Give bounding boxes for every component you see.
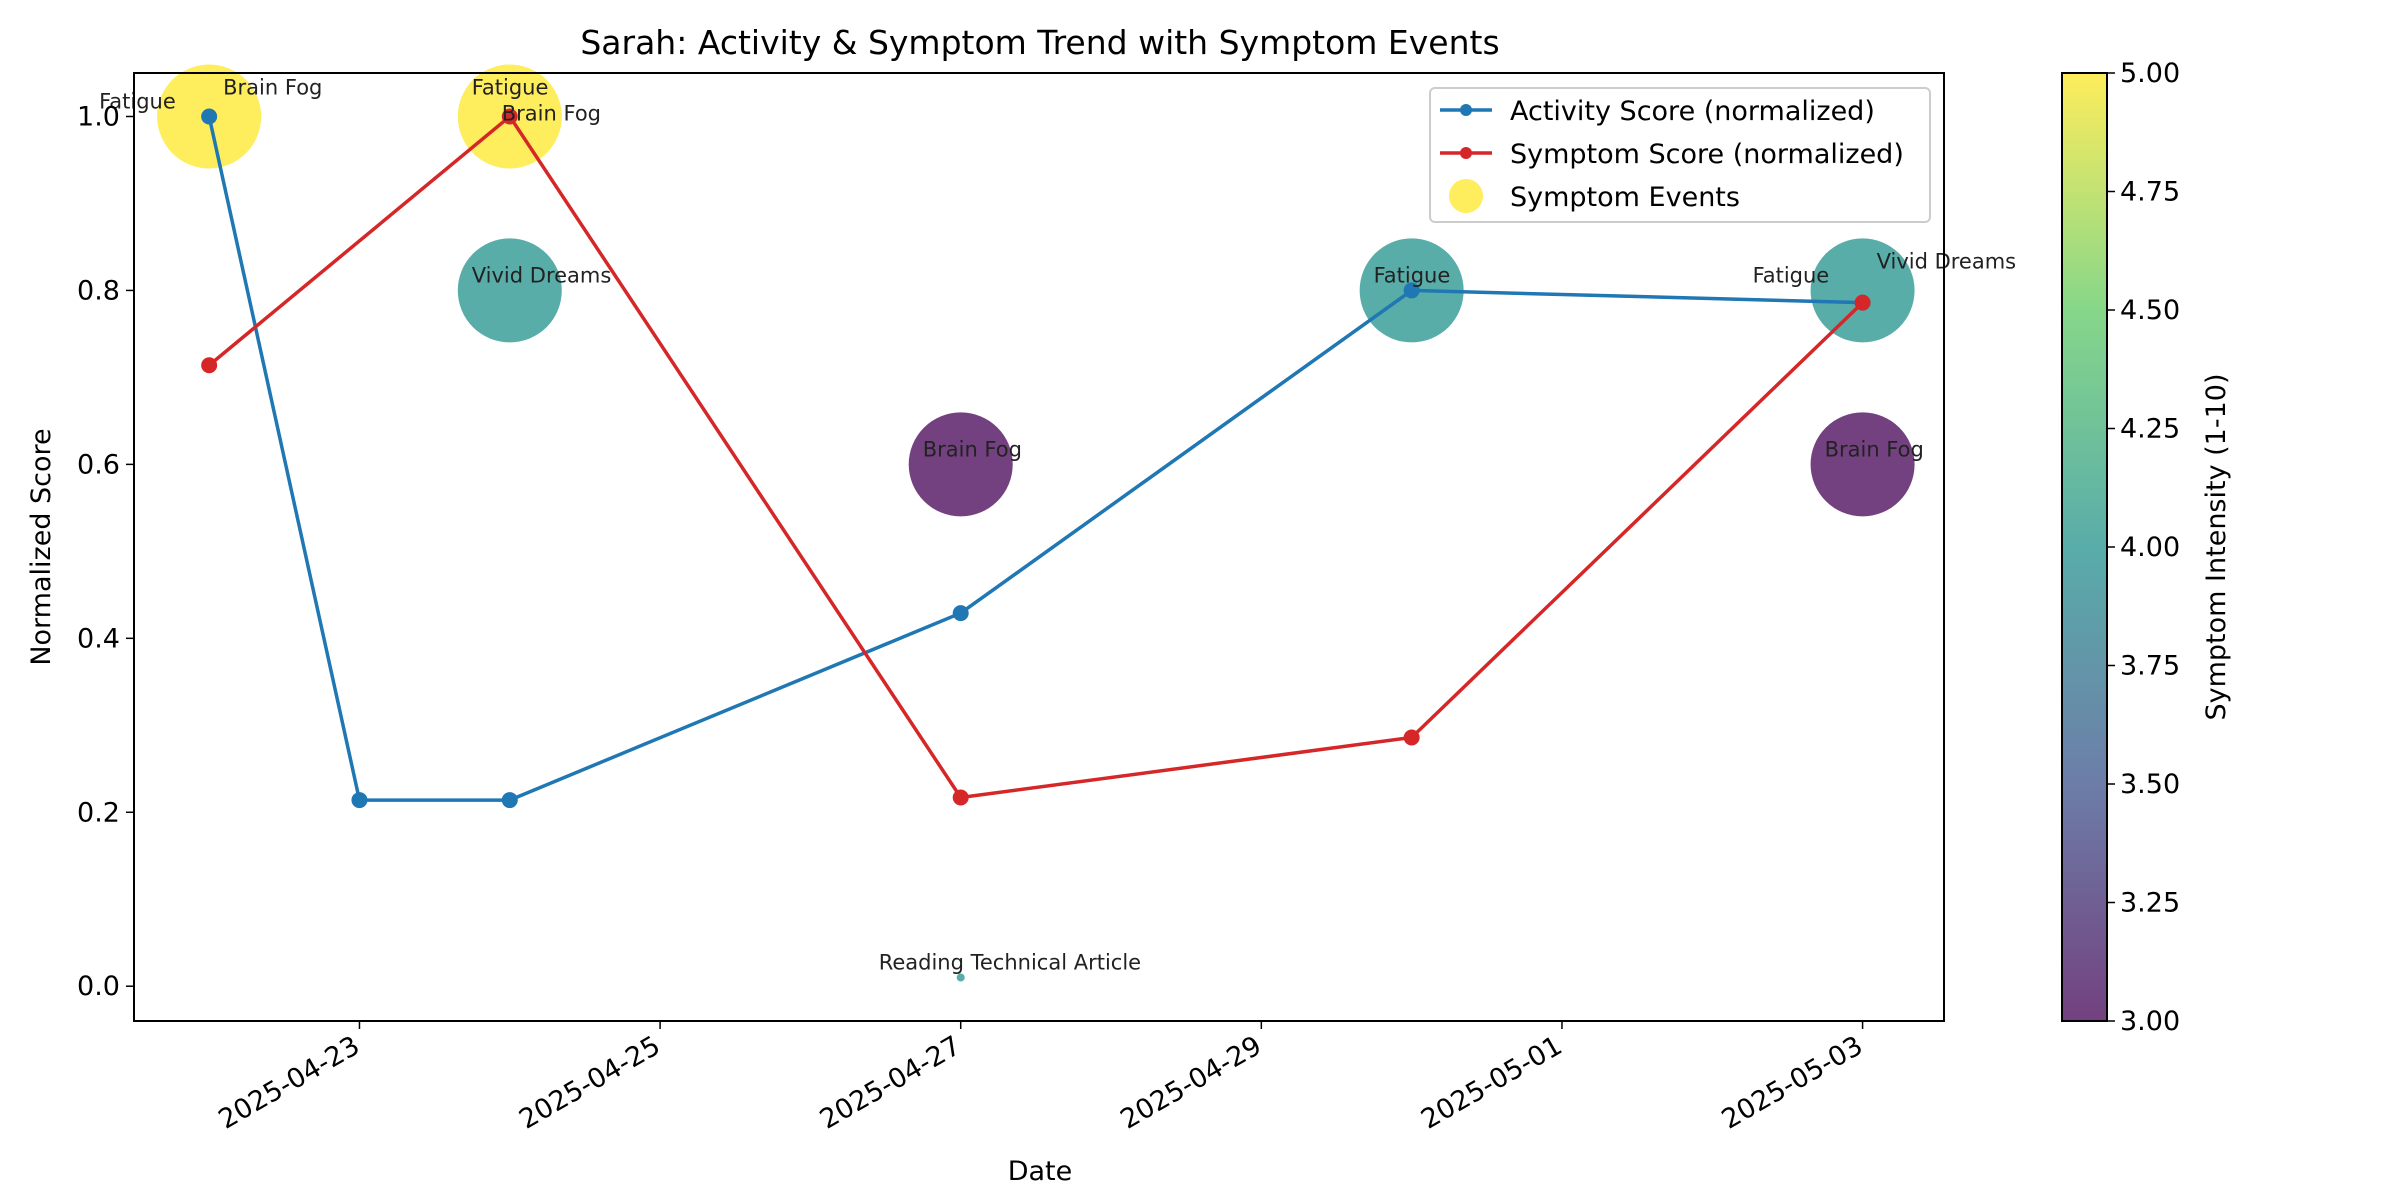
symptom-events-layer: [157, 64, 1915, 982]
colorbar-gradient: [2061, 72, 2108, 1022]
legend-events-label: Symptom Events: [1510, 182, 1740, 213]
symptom-event-bubble: [1810, 412, 1915, 517]
symptom-event-label: Brain Fog: [1825, 437, 1924, 461]
y-axis: 0.0 0.2 0.4 0.6 0.8 1.0: [77, 101, 134, 1002]
x-axis-label: Date: [1008, 1156, 1073, 1187]
symptom-event-bubble: [956, 973, 965, 982]
y-tick-label: 0.6: [77, 449, 120, 480]
colorbar-tick-label: 3.75: [2120, 651, 2180, 682]
symptom-event-label: Vivid Dreams: [1877, 249, 2017, 273]
symptom-event-label: Vivid Dreams: [472, 263, 612, 287]
symptom-event-label: Fatigue: [99, 89, 176, 113]
colorbar-tick-label: 3.00: [2120, 1006, 2180, 1037]
symptom-event-bubble: [1810, 238, 1915, 343]
y-tick-label: 0.2: [77, 797, 120, 828]
series-point-activity: [351, 792, 368, 809]
series-lines-layer: [201, 108, 1871, 809]
symptom-event-label: Fatigue: [1374, 263, 1451, 287]
legend-symptom-label: Symptom Score (normalized): [1510, 139, 1904, 170]
colorbar-tick-label: 4.25: [2120, 414, 2180, 445]
colorbar-tick-label: 5.00: [2120, 58, 2180, 89]
series-point-activity: [952, 605, 969, 622]
symptom-event-label: Fatigue: [1753, 263, 1830, 287]
series-point-activity: [501, 792, 518, 809]
series-line-activity: [207, 116, 1863, 802]
series-point-symptom: [201, 357, 218, 374]
symptom-event-bubble: [457, 238, 562, 343]
plot-frame: [133, 72, 1945, 1022]
colorbar: 3.00 3.25 3.50 3.75 4.00 4.25 4.50 4.75 5.00 Sym…: [2061, 58, 2232, 1037]
y-tick-label: 0.8: [77, 275, 120, 306]
series-point-activity: [1403, 282, 1420, 299]
y-tick-label: 1.0: [77, 101, 120, 132]
series-point-activity: [201, 108, 218, 125]
symptom-event-label: Reading Technical Article: [879, 951, 1141, 975]
y-tick-label: 0.4: [77, 623, 120, 654]
chart-title: Sarah: Activity & Symptom Trend with Sym…: [580, 23, 1499, 62]
legend-events-marker: [1449, 179, 1483, 213]
legend-frame: [1429, 87, 1931, 223]
colorbar-tick-label: 4.75: [2120, 177, 2180, 208]
colorbar-tick-label: 4.00: [2120, 532, 2180, 563]
symptom-event-bubble: [908, 412, 1013, 517]
legend-activity-marker: [1460, 104, 1472, 116]
legend-symptom-marker: [1460, 147, 1472, 159]
colorbar-ticks: 3.00 3.25 3.50 3.75 4.00 4.25 4.50 4.75 5.00: [2107, 58, 2180, 1037]
series-point-symptom: [501, 108, 518, 125]
colorbar-tick-label: 3.50: [2120, 769, 2180, 800]
y-tick-label: 0.0: [77, 971, 120, 1002]
series-point-symptom: [1854, 294, 1871, 311]
colorbar-tick-label: 3.25: [2120, 888, 2180, 919]
colorbar-label: Symptom Intensity (1-10): [2201, 374, 2232, 721]
series-point-symptom: [952, 789, 969, 806]
y-axis-label: Normalized Score: [26, 428, 57, 665]
symptom-event-label: Brain Fog: [502, 101, 601, 125]
symptom-event-label: Fatigue: [472, 75, 549, 99]
series-point-symptom: [1403, 729, 1420, 746]
legend: Activity Score (normalized) Symptom Scor…: [1429, 87, 1931, 223]
legend-activity-label: Activity Score (normalized): [1510, 96, 1875, 127]
symptom-event-label: Brain Fog: [923, 437, 1022, 461]
colorbar-tick-label: 4.50: [2120, 295, 2180, 326]
symptom-event-label: Brain Fog: [223, 75, 322, 99]
